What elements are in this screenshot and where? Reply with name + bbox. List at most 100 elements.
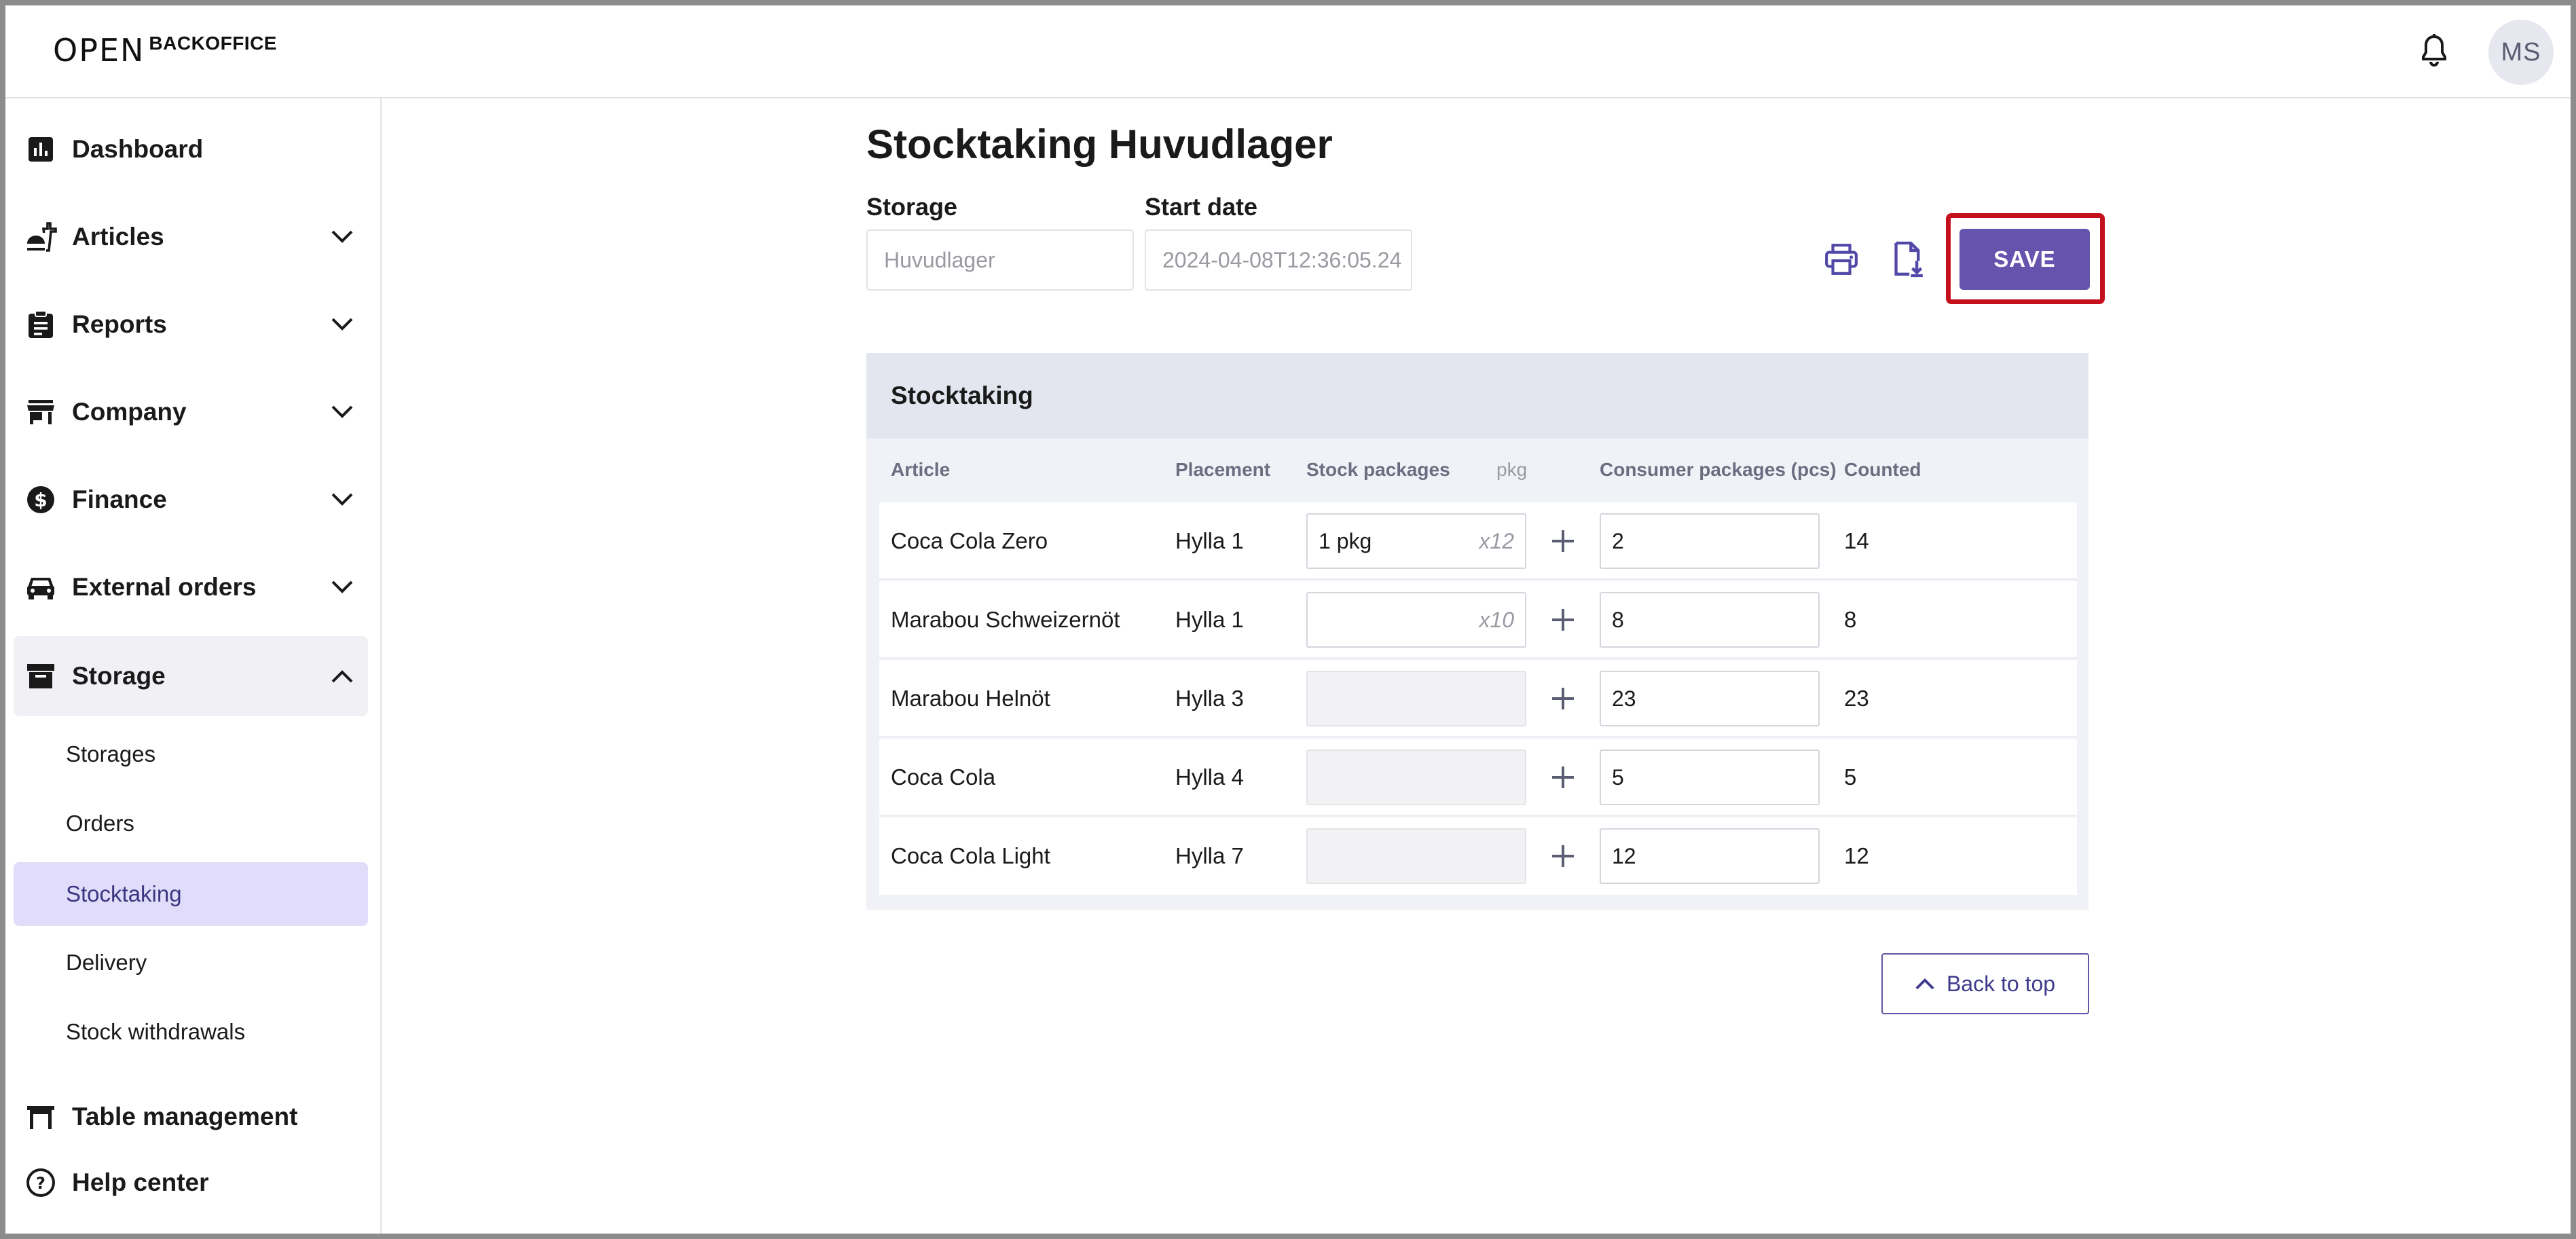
sidebar-item-reports[interactable]: Reports — [14, 284, 368, 365]
chevron-down-icon — [329, 486, 356, 513]
start-date-label: Start date — [1145, 193, 1258, 221]
storage-label: Storage — [866, 193, 958, 221]
download-file-icon[interactable] — [1886, 238, 1930, 281]
back-to-top-label: Back to top — [1946, 971, 2056, 996]
sidebar-item-label: Reports — [72, 310, 167, 338]
counted-value: 23 — [1844, 686, 1869, 711]
sidebar-subitem-label: Orders — [66, 811, 134, 836]
help-icon: ? — [24, 1166, 57, 1199]
archive-icon — [24, 660, 57, 692]
column-header-counted: Counted — [1844, 459, 1921, 480]
page-title: Stocktaking Huvudlager — [866, 122, 1333, 167]
sidebar-subitem-storages[interactable]: Storages — [14, 722, 368, 786]
sidebar-item-dashboard[interactable]: Dashboard — [14, 109, 368, 189]
placement: Hylla 4 — [1175, 764, 1244, 790]
consumer-packages-input[interactable]: 2 — [1600, 513, 1820, 569]
chevron-down-icon — [329, 223, 356, 251]
counted-value: 14 — [1844, 528, 1869, 553]
save-button-highlight — [1946, 213, 2105, 304]
store-icon — [24, 396, 57, 428]
food-icon — [24, 221, 57, 253]
sidebar-item-label: External orders — [72, 573, 257, 601]
stock-packages-input[interactable]: 1 pkg x12 — [1306, 513, 1526, 569]
column-header-placement: Placement — [1175, 459, 1271, 480]
sidebar-subitem-label: Stocktaking — [66, 881, 182, 906]
article-name: Coca Cola — [891, 764, 996, 790]
storage-field[interactable]: Huvudlager — [866, 229, 1134, 291]
column-header-article: Article — [891, 459, 951, 480]
logo-mark: OPEN — [53, 32, 145, 69]
sidebar-item-external-orders[interactable]: External orders — [14, 547, 368, 627]
chevron-down-icon — [329, 311, 356, 338]
sidebar-subitem-label: Stock withdrawals — [66, 1019, 246, 1044]
plus-icon — [1547, 761, 1579, 794]
plus-icon — [1547, 604, 1579, 636]
sidebar-item-label: Dashboard — [72, 135, 204, 163]
chevron-up-icon — [1915, 978, 1934, 990]
consumer-packages-input[interactable]: 12 — [1600, 828, 1820, 884]
package-multiplier: x10 — [1479, 607, 1514, 632]
sidebar-item-help-center[interactable]: ? Help center — [14, 1143, 368, 1223]
svg-text:$: $ — [34, 489, 47, 511]
stock-packages-input-disabled — [1306, 828, 1526, 884]
counted-value: 8 — [1844, 607, 1857, 632]
bar-chart-icon — [24, 133, 57, 166]
plus-icon — [1547, 525, 1579, 557]
article-name: Marabou Schweizernöt — [891, 607, 1120, 632]
sidebar-item-company[interactable]: Company — [14, 372, 368, 452]
counted-value: 12 — [1844, 843, 1869, 868]
placement: Hylla 3 — [1175, 686, 1244, 711]
chevron-down-icon — [329, 574, 356, 601]
stock-packages-value: 1 pkg — [1319, 528, 1372, 553]
plus-icon — [1547, 840, 1579, 872]
sidebar-item-finance[interactable]: $ Finance — [14, 460, 368, 540]
sidebar-item-label: Articles — [72, 223, 164, 251]
chevron-up-icon — [329, 663, 356, 690]
stock-packages-input[interactable]: x10 — [1306, 592, 1526, 648]
start-date-field[interactable]: 2024-04-08T12:36:05.24 — [1145, 229, 1412, 291]
car-icon — [24, 571, 57, 604]
dollar-icon: $ — [24, 483, 57, 516]
article-name: Marabou Helnöt — [891, 686, 1050, 711]
avatar[interactable]: MS — [2488, 20, 2554, 85]
placement: Hylla 1 — [1175, 607, 1244, 632]
sidebar-subitem-label: Delivery — [66, 950, 147, 975]
column-header-stock-packages: Stock packages — [1306, 459, 1450, 480]
stock-packages-input-disabled — [1306, 671, 1526, 726]
bell-icon[interactable] — [2417, 33, 2451, 71]
stock-packages-input-disabled — [1306, 750, 1526, 805]
sidebar-item-storage[interactable]: Storage — [14, 636, 368, 716]
sidebar-subitem-label: Storages — [66, 741, 156, 766]
sidebar-subitem-stock-withdrawals[interactable]: Stock withdrawals — [14, 1000, 368, 1064]
sidebar-item-label: Help center — [72, 1168, 209, 1196]
logo-text: BACKOFFICE — [149, 33, 277, 54]
package-multiplier: x12 — [1479, 528, 1514, 553]
sidebar-subitem-stocktaking[interactable]: Stocktaking — [14, 862, 368, 926]
sidebar-item-table-management[interactable]: Table management — [14, 1077, 368, 1157]
sidebar-item-label: Company — [72, 398, 187, 426]
sidebar-subitem-orders[interactable]: Orders — [14, 792, 368, 855]
stocktaking-panel-title: Stocktaking — [891, 382, 1033, 409]
logo[interactable]: OPEN BACKOFFICE — [53, 30, 277, 71]
placement: Hylla 7 — [1175, 843, 1244, 868]
sidebar-item-articles[interactable]: Articles — [14, 197, 368, 277]
back-to-top-button[interactable]: Back to top — [1881, 953, 2089, 1014]
article-name: Coca Cola Light — [891, 843, 1050, 868]
stocktaking-panel-header: Stocktaking — [866, 353, 2089, 439]
clipboard-icon — [24, 308, 57, 341]
consumer-packages-input[interactable]: 5 — [1600, 750, 1820, 805]
consumer-packages-input[interactable]: 23 — [1600, 671, 1820, 726]
column-header-pkg-unit: pkg — [1496, 459, 1528, 480]
chevron-down-icon — [329, 399, 356, 426]
sidebar-subitem-delivery[interactable]: Delivery — [14, 931, 368, 995]
save-button[interactable]: SAVE — [1959, 229, 2090, 290]
placement: Hylla 1 — [1175, 528, 1244, 553]
article-name: Coca Cola Zero — [891, 528, 1048, 553]
print-icon[interactable] — [1820, 238, 1863, 281]
sidebar-item-label: Storage — [72, 662, 166, 690]
table-icon — [24, 1101, 57, 1133]
consumer-packages-input[interactable]: 8 — [1600, 592, 1820, 648]
svg-text:?: ? — [36, 1174, 45, 1193]
top-bar: OPEN BACKOFFICE MS — [0, 0, 2576, 98]
sidebar-item-label: Table management — [72, 1103, 298, 1130]
